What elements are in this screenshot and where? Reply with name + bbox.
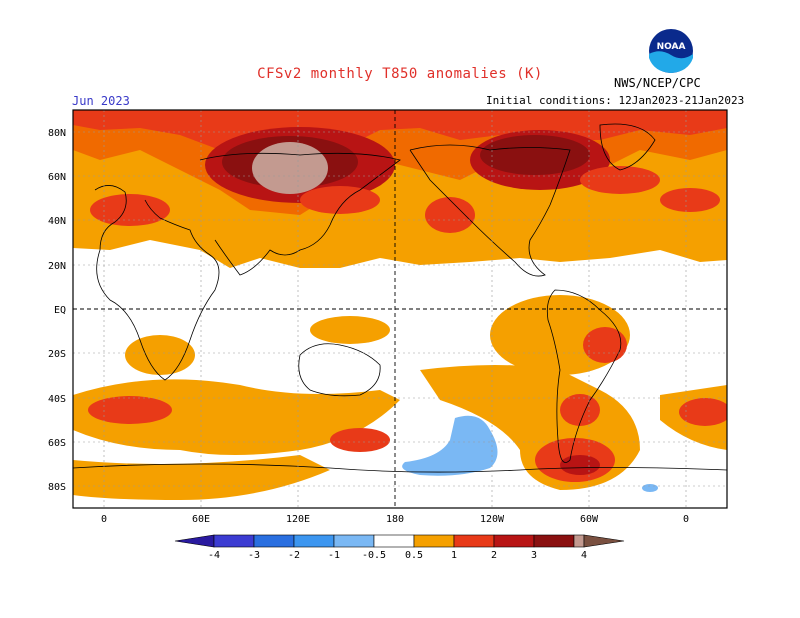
lon-label: 0 [683,514,689,525]
forecast-month: Jun 2023 [72,94,130,108]
lat-label: 20S [48,349,66,360]
lon-label: 60E [192,514,210,525]
initial-conditions: Initial conditions: 12Jan2023-21Jan2023 [486,94,745,107]
lat-label: 20N [48,261,66,272]
noaa-logo-text: NOAA [657,42,686,52]
lat-label: 80S [48,482,66,493]
lon-label: 0 [101,514,107,525]
colorbar-tick: -4 [208,550,220,561]
colorbar-tick: 3 [531,550,537,561]
map-frame [72,109,728,509]
colorbar-tick: 2 [491,550,497,561]
chart-title: CFSv2 monthly T850 anomalies (K) [257,66,543,82]
colorbar-tick: -1 [328,550,340,561]
lat-label: 40S [48,394,66,405]
colorbar-arrow-low [174,534,215,548]
lon-label: 180 [386,514,404,525]
latitude-labels: 80N 60N 40N 20N EQ 20S 40S 60S 80S [48,128,66,493]
agency-label: NWS/NCEP/CPC [614,76,701,90]
lat-label: 80N [48,128,66,139]
lat-label: 40N [48,216,66,227]
lon-label: 60W [580,514,599,525]
lon-label: 120E [286,514,310,525]
lat-label: EQ [54,305,66,316]
colorbar-arrow-high [583,534,625,548]
noaa-logo: NOAA [648,28,694,74]
colorbar-tick: 1 [451,550,457,561]
longitude-labels: 0 60E 120E 180 120W 60W 0 [101,514,689,525]
colorbar-tick: -3 [248,550,260,561]
reference-lines [73,110,727,508]
colorbar: -4 -3 -2 -1 -0.5 0.5 1 2 3 4 [174,534,625,561]
colorbar-tick: -2 [288,550,300,561]
lon-label: 120W [480,514,505,525]
colorbar-tick: -0.5 [362,550,386,561]
lat-label: 60N [48,172,66,183]
lat-label: 60S [48,438,66,449]
colorbar-tick: 4 [581,550,587,561]
coastlines [73,123,727,473]
gridlines [73,110,727,508]
colorbar-tick: 0.5 [405,550,423,561]
